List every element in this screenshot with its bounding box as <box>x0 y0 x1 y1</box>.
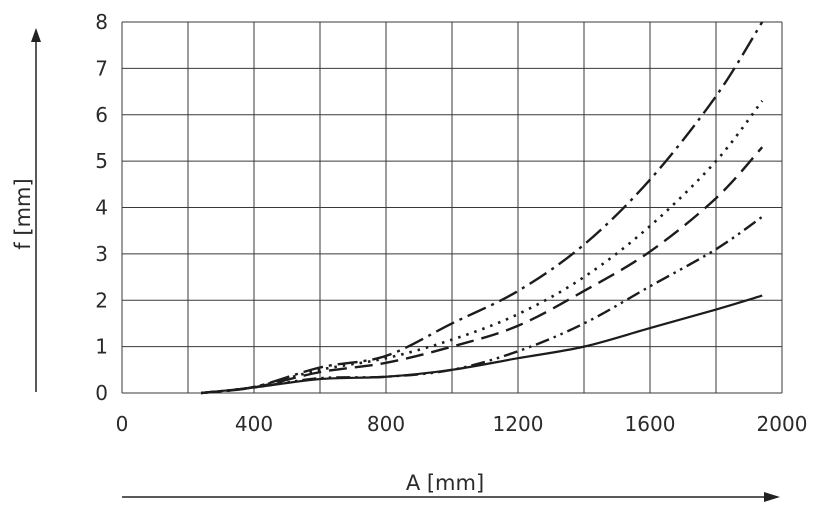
y-tick-label: 0 <box>95 381 108 405</box>
x-tick-label: 1200 <box>493 412 544 436</box>
series-line-dotted <box>201 100 764 395</box>
y-tick-label: 1 <box>95 335 108 359</box>
y-tick-label: 7 <box>95 56 108 80</box>
grid <box>121 21 783 394</box>
y-tick-label: 3 <box>95 242 108 266</box>
x-axis-arrow-head <box>764 492 780 502</box>
x-tick-label: 0 <box>116 412 129 436</box>
x-tick-label: 2000 <box>757 412 808 436</box>
x-tick-label: 400 <box>235 412 273 436</box>
series-line-dash-dot-dot <box>201 215 763 395</box>
y-tick-label: 2 <box>95 288 108 312</box>
y-axis-arrow-head <box>31 28 41 42</box>
y-tick-label: 6 <box>95 103 108 127</box>
tick-labels: 0 400 800 1200 1600 2000 0 1 2 3 4 5 6 7 8 <box>95 10 807 436</box>
series-lines <box>201 21 764 395</box>
series-line-solid <box>201 294 763 395</box>
x-axis-label: A [mm] <box>406 471 484 495</box>
y-tick-label: 8 <box>95 10 108 34</box>
x-tick-label: 800 <box>367 412 405 436</box>
series-line-dashed <box>201 146 764 395</box>
series-line-dash-dot <box>201 21 764 395</box>
x-tick-label: 1600 <box>625 412 676 436</box>
y-tick-label: 4 <box>95 196 108 220</box>
y-tick-label: 5 <box>95 149 108 173</box>
y-axis-label: f [mm] <box>11 178 35 249</box>
